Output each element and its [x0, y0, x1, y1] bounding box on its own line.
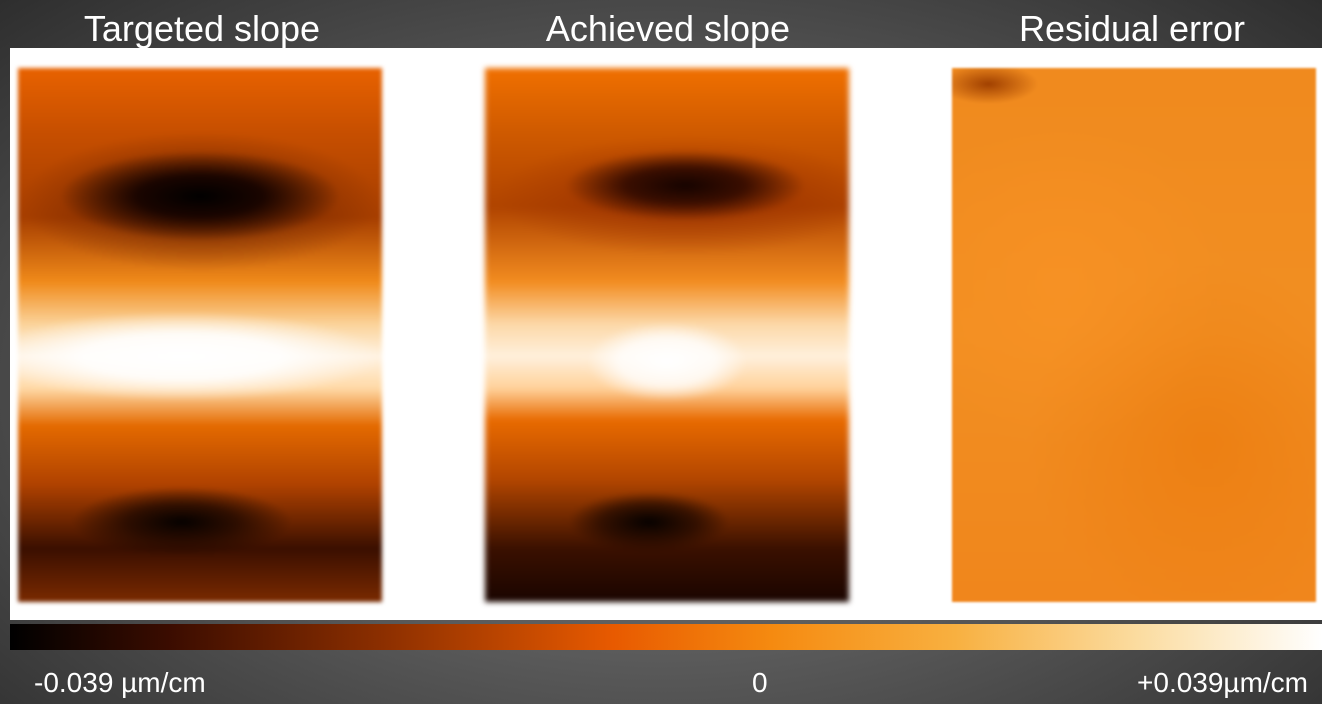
panel-title: Targeted slope	[83, 8, 321, 49]
colorbar	[10, 624, 1322, 650]
heatmap	[952, 68, 1316, 602]
panel-title: Achieved slope	[545, 8, 791, 49]
colorbar-label: 0	[752, 667, 768, 698]
heatmap	[485, 68, 849, 602]
colorbar-label: +0.039µm/cm	[1137, 667, 1308, 698]
colorbar-label: -0.039 µm/cm	[34, 667, 206, 698]
heatmap	[18, 68, 382, 602]
panel-title: Residual error	[1018, 8, 1246, 49]
